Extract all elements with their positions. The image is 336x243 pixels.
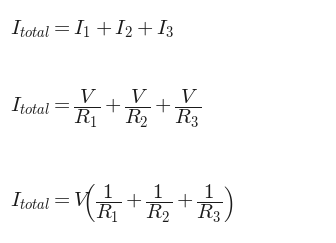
- Text: $I_{total} = V\!\left(\dfrac{1}{R_1} + \dfrac{1}{R_2} + \dfrac{1}{R_3}\right)$: $I_{total} = V\!\left(\dfrac{1}{R_1} + \…: [10, 183, 234, 225]
- Text: $I_{total} = \dfrac{V}{R_1} + \dfrac{V}{R_2} + \dfrac{V}{R_3}$: $I_{total} = \dfrac{V}{R_1} + \dfrac{V}{…: [10, 88, 201, 130]
- Text: $I_{total} = I_1 + I_2 + I_3$: $I_{total} = I_1 + I_2 + I_3$: [10, 18, 174, 40]
